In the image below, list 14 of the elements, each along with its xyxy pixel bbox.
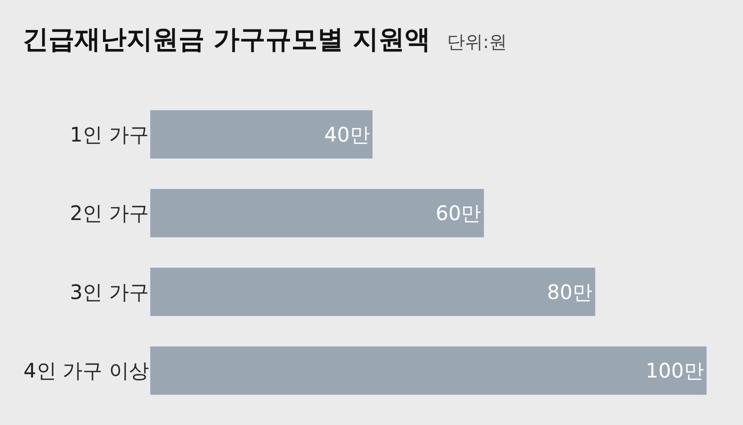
data-label: 40만: [324, 122, 370, 146]
bar: [150, 346, 708, 396]
y-tick-label: 2인 가구: [70, 201, 149, 226]
data-label: 100만: [646, 358, 704, 383]
data-label: 60만: [436, 201, 482, 226]
chart-subtitle: 단위:원: [446, 32, 508, 53]
bar: [150, 267, 596, 317]
y-tick-label: 1인 가구: [70, 122, 149, 146]
bar: [150, 110, 373, 160]
y-tick-label: 3인 가구: [70, 280, 149, 304]
chart-title: 긴급재난지원금 가구규모별 지원액: [22, 24, 430, 55]
bar: [150, 188, 484, 238]
data-label: 80만: [547, 280, 592, 304]
y-tick-label: 4인 가구 이상: [24, 358, 149, 383]
